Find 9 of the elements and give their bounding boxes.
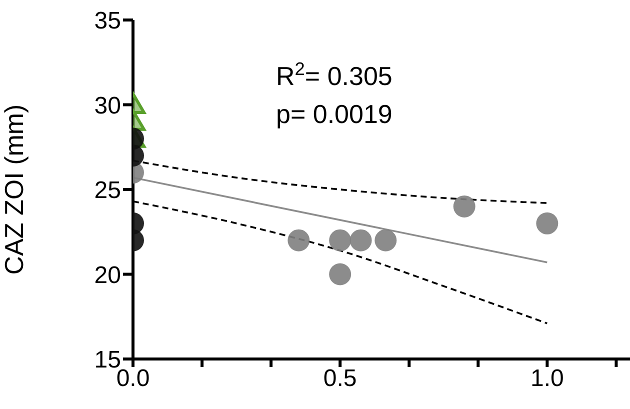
x-tick-label: 1.0	[530, 365, 564, 392]
y-tick-label: 35	[94, 8, 121, 35]
y-tick-label: 30	[94, 92, 121, 120]
annotation: R$^{2}$= 0.305	[276, 59, 392, 91]
y-axis-title: CAZ ZOI (mm)	[0, 104, 30, 275]
annotation: p= 0.0019	[276, 99, 392, 129]
y-tick-label: 25	[94, 177, 121, 204]
x-tick-label: 0.5	[323, 365, 357, 392]
y-tick-label: 20	[94, 262, 121, 289]
